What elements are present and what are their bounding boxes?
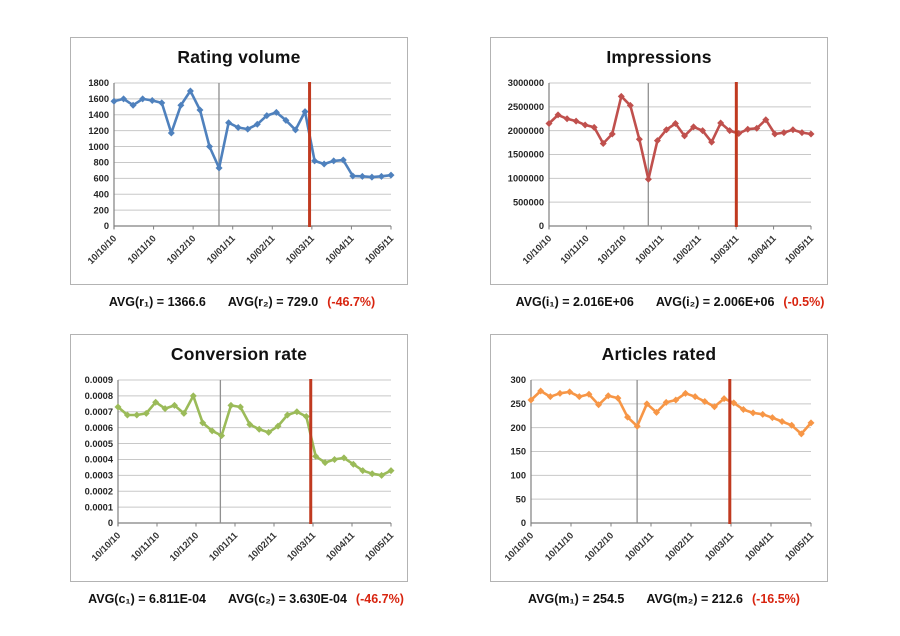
rating-delta-text: (-46.7%) — [327, 295, 376, 309]
svg-text:200: 200 — [93, 205, 109, 215]
svg-text:0.0008: 0.0008 — [85, 391, 113, 401]
svg-text:0.0001: 0.0001 — [85, 502, 113, 512]
svg-text:10/12/10: 10/12/10 — [168, 530, 201, 563]
svg-text:0: 0 — [108, 518, 113, 528]
articles-delta-text: (-16.5%) — [752, 592, 800, 606]
svg-text:3000000: 3000000 — [508, 78, 544, 88]
svg-text:0.0005: 0.0005 — [85, 439, 113, 449]
svg-text:10/02/11: 10/02/11 — [244, 233, 276, 265]
rating-volume-caption: AVG(r₁) = 1366.6 AVG(r₂) = 729.0 (-46.7%) — [62, 295, 422, 309]
svg-text:0.0003: 0.0003 — [85, 471, 113, 481]
conversion-avg2-text: AVG(c₂) = 3.630E-04 — [228, 592, 347, 606]
svg-text:10/11/10: 10/11/10 — [129, 530, 161, 562]
articles-avg2-text: AVG(m₂) = 212.6 — [646, 592, 744, 606]
svg-text:400: 400 — [93, 189, 109, 199]
svg-text:10/04/11: 10/04/11 — [324, 530, 356, 562]
svg-text:0.0002: 0.0002 — [85, 486, 113, 496]
svg-text:10/02/11: 10/02/11 — [246, 530, 278, 562]
svg-text:10/03/11: 10/03/11 — [703, 530, 735, 562]
svg-text:10/12/10: 10/12/10 — [165, 233, 198, 266]
conversion-rate-chart: 0 0.0001 0.0002 0.0003 0.0004 0.0005 0.0006 0.0… — [85, 375, 396, 563]
articles-rated-panel: Articles rated 0 50 100 150 200 250 300 10/10/1… — [490, 334, 828, 582]
rating-volume-title: Rating volume — [177, 47, 301, 67]
svg-text:10/11/10: 10/11/10 — [126, 233, 158, 265]
svg-text:0.0004: 0.0004 — [85, 455, 114, 465]
svg-text:10/10/10: 10/10/10 — [90, 530, 123, 563]
svg-text:0: 0 — [521, 518, 526, 528]
svg-text:10/04/11: 10/04/11 — [324, 233, 356, 265]
impressions-caption: AVG(i₁) = 2.016E+06 AVG(i₂) = 2.006E+06 (-… — [490, 295, 850, 309]
conversion-rate-panel: Conversion rate 0 0.0001 0.0002 0.0003 0.000… — [70, 334, 408, 582]
rating-avg2-text: AVG(r₂) = 729.0 — [227, 295, 319, 309]
svg-text:600: 600 — [93, 174, 109, 184]
svg-text:800: 800 — [93, 158, 109, 168]
svg-text:10/10/10: 10/10/10 — [503, 530, 536, 563]
svg-text:10/05/11: 10/05/11 — [363, 233, 395, 265]
svg-text:10/12/10: 10/12/10 — [596, 233, 629, 266]
svg-text:0: 0 — [104, 221, 109, 231]
conversion-rate-caption: AVG(c₁) = 6.811E-04 AVG(c₂) = 3.630E-04 (-… — [66, 592, 426, 606]
svg-text:2000000: 2000000 — [508, 126, 544, 136]
svg-text:10/05/11: 10/05/11 — [783, 530, 815, 562]
svg-text:0.0007: 0.0007 — [85, 407, 113, 417]
svg-text:10/05/11: 10/05/11 — [363, 530, 395, 562]
articles-rated-title: Articles rated — [601, 344, 717, 364]
svg-text:0.0009: 0.0009 — [85, 375, 113, 385]
svg-text:10/03/11: 10/03/11 — [708, 233, 740, 265]
articles-rated-caption: AVG(m₁) = 254.5 AVG(m₂) = 212.6 (-16.5%) — [484, 592, 844, 606]
svg-text:10/11/10: 10/11/10 — [543, 530, 575, 562]
svg-text:1000000: 1000000 — [508, 174, 544, 184]
impressions-title: Impressions — [606, 47, 712, 67]
svg-text:10/02/11: 10/02/11 — [671, 233, 703, 265]
impressions-avg1-text: AVG(i₁) = 2.016E+06 — [515, 295, 634, 309]
svg-text:500000: 500000 — [513, 197, 544, 207]
svg-text:10/04/11: 10/04/11 — [743, 530, 775, 562]
svg-text:1800: 1800 — [88, 78, 109, 88]
svg-text:1200: 1200 — [88, 126, 109, 136]
svg-text:10/11/10: 10/11/10 — [559, 233, 591, 265]
svg-text:10/10/10: 10/10/10 — [86, 233, 119, 266]
svg-text:1000: 1000 — [88, 142, 109, 152]
svg-text:1600: 1600 — [88, 94, 109, 104]
svg-text:0.0006: 0.0006 — [85, 423, 113, 433]
svg-text:10/01/11: 10/01/11 — [623, 530, 655, 562]
rating-avg1-text: AVG(r₁) = 1366.6 — [108, 295, 206, 309]
svg-text:10/04/11: 10/04/11 — [746, 233, 778, 265]
svg-text:10/01/11: 10/01/11 — [205, 233, 237, 265]
svg-text:2500000: 2500000 — [508, 102, 544, 112]
conversion-rate-title: Conversion rate — [170, 344, 308, 364]
impressions-avg2-text: AVG(i₂) = 2.006E+06 — [655, 295, 775, 309]
svg-text:10/01/11: 10/01/11 — [207, 530, 239, 562]
articles-rated-chart: 0 50 100 150 200 250 300 10/10/10 10/11/10 10/12/… — [503, 375, 816, 563]
svg-text:1400: 1400 — [88, 110, 109, 120]
rating-volume-panel: Rating volume 0 200 400 600 800 1000 1200 1400 1… — [70, 37, 408, 285]
impressions-chart: 0 500000 1000000 1500000 2000000 2500000 30000… — [508, 78, 816, 266]
svg-text:10/12/10: 10/12/10 — [583, 530, 616, 563]
svg-text:100: 100 — [510, 471, 526, 481]
rating-volume-chart: 0 200 400 600 800 1000 1200 1400 1600 1800 10/10/1… — [86, 78, 396, 266]
svg-text:0: 0 — [539, 221, 544, 231]
svg-text:1500000: 1500000 — [508, 150, 544, 160]
svg-text:10/10/10: 10/10/10 — [521, 233, 554, 266]
svg-text:200: 200 — [510, 423, 526, 433]
svg-text:300: 300 — [510, 375, 526, 385]
conversion-delta-text: (-46.7%) — [355, 592, 404, 606]
svg-text:10/01/11: 10/01/11 — [633, 233, 665, 265]
svg-text:50: 50 — [516, 494, 526, 504]
svg-text:10/02/11: 10/02/11 — [663, 530, 695, 562]
impressions-panel: Impressions 0 500000 1000000 1500000 2000000… — [490, 37, 828, 285]
svg-text:250: 250 — [510, 399, 526, 409]
articles-avg1-text: AVG(m₁) = 254.5 — [528, 592, 625, 606]
conversion-avg1-text: AVG(c₁) = 6.811E-04 — [88, 592, 206, 606]
svg-text:150: 150 — [510, 447, 526, 457]
svg-text:10/05/11: 10/05/11 — [783, 233, 815, 265]
impressions-delta-text: (-0.5%) — [783, 295, 825, 309]
svg-text:10/03/11: 10/03/11 — [284, 233, 316, 265]
svg-text:10/03/11: 10/03/11 — [285, 530, 317, 562]
